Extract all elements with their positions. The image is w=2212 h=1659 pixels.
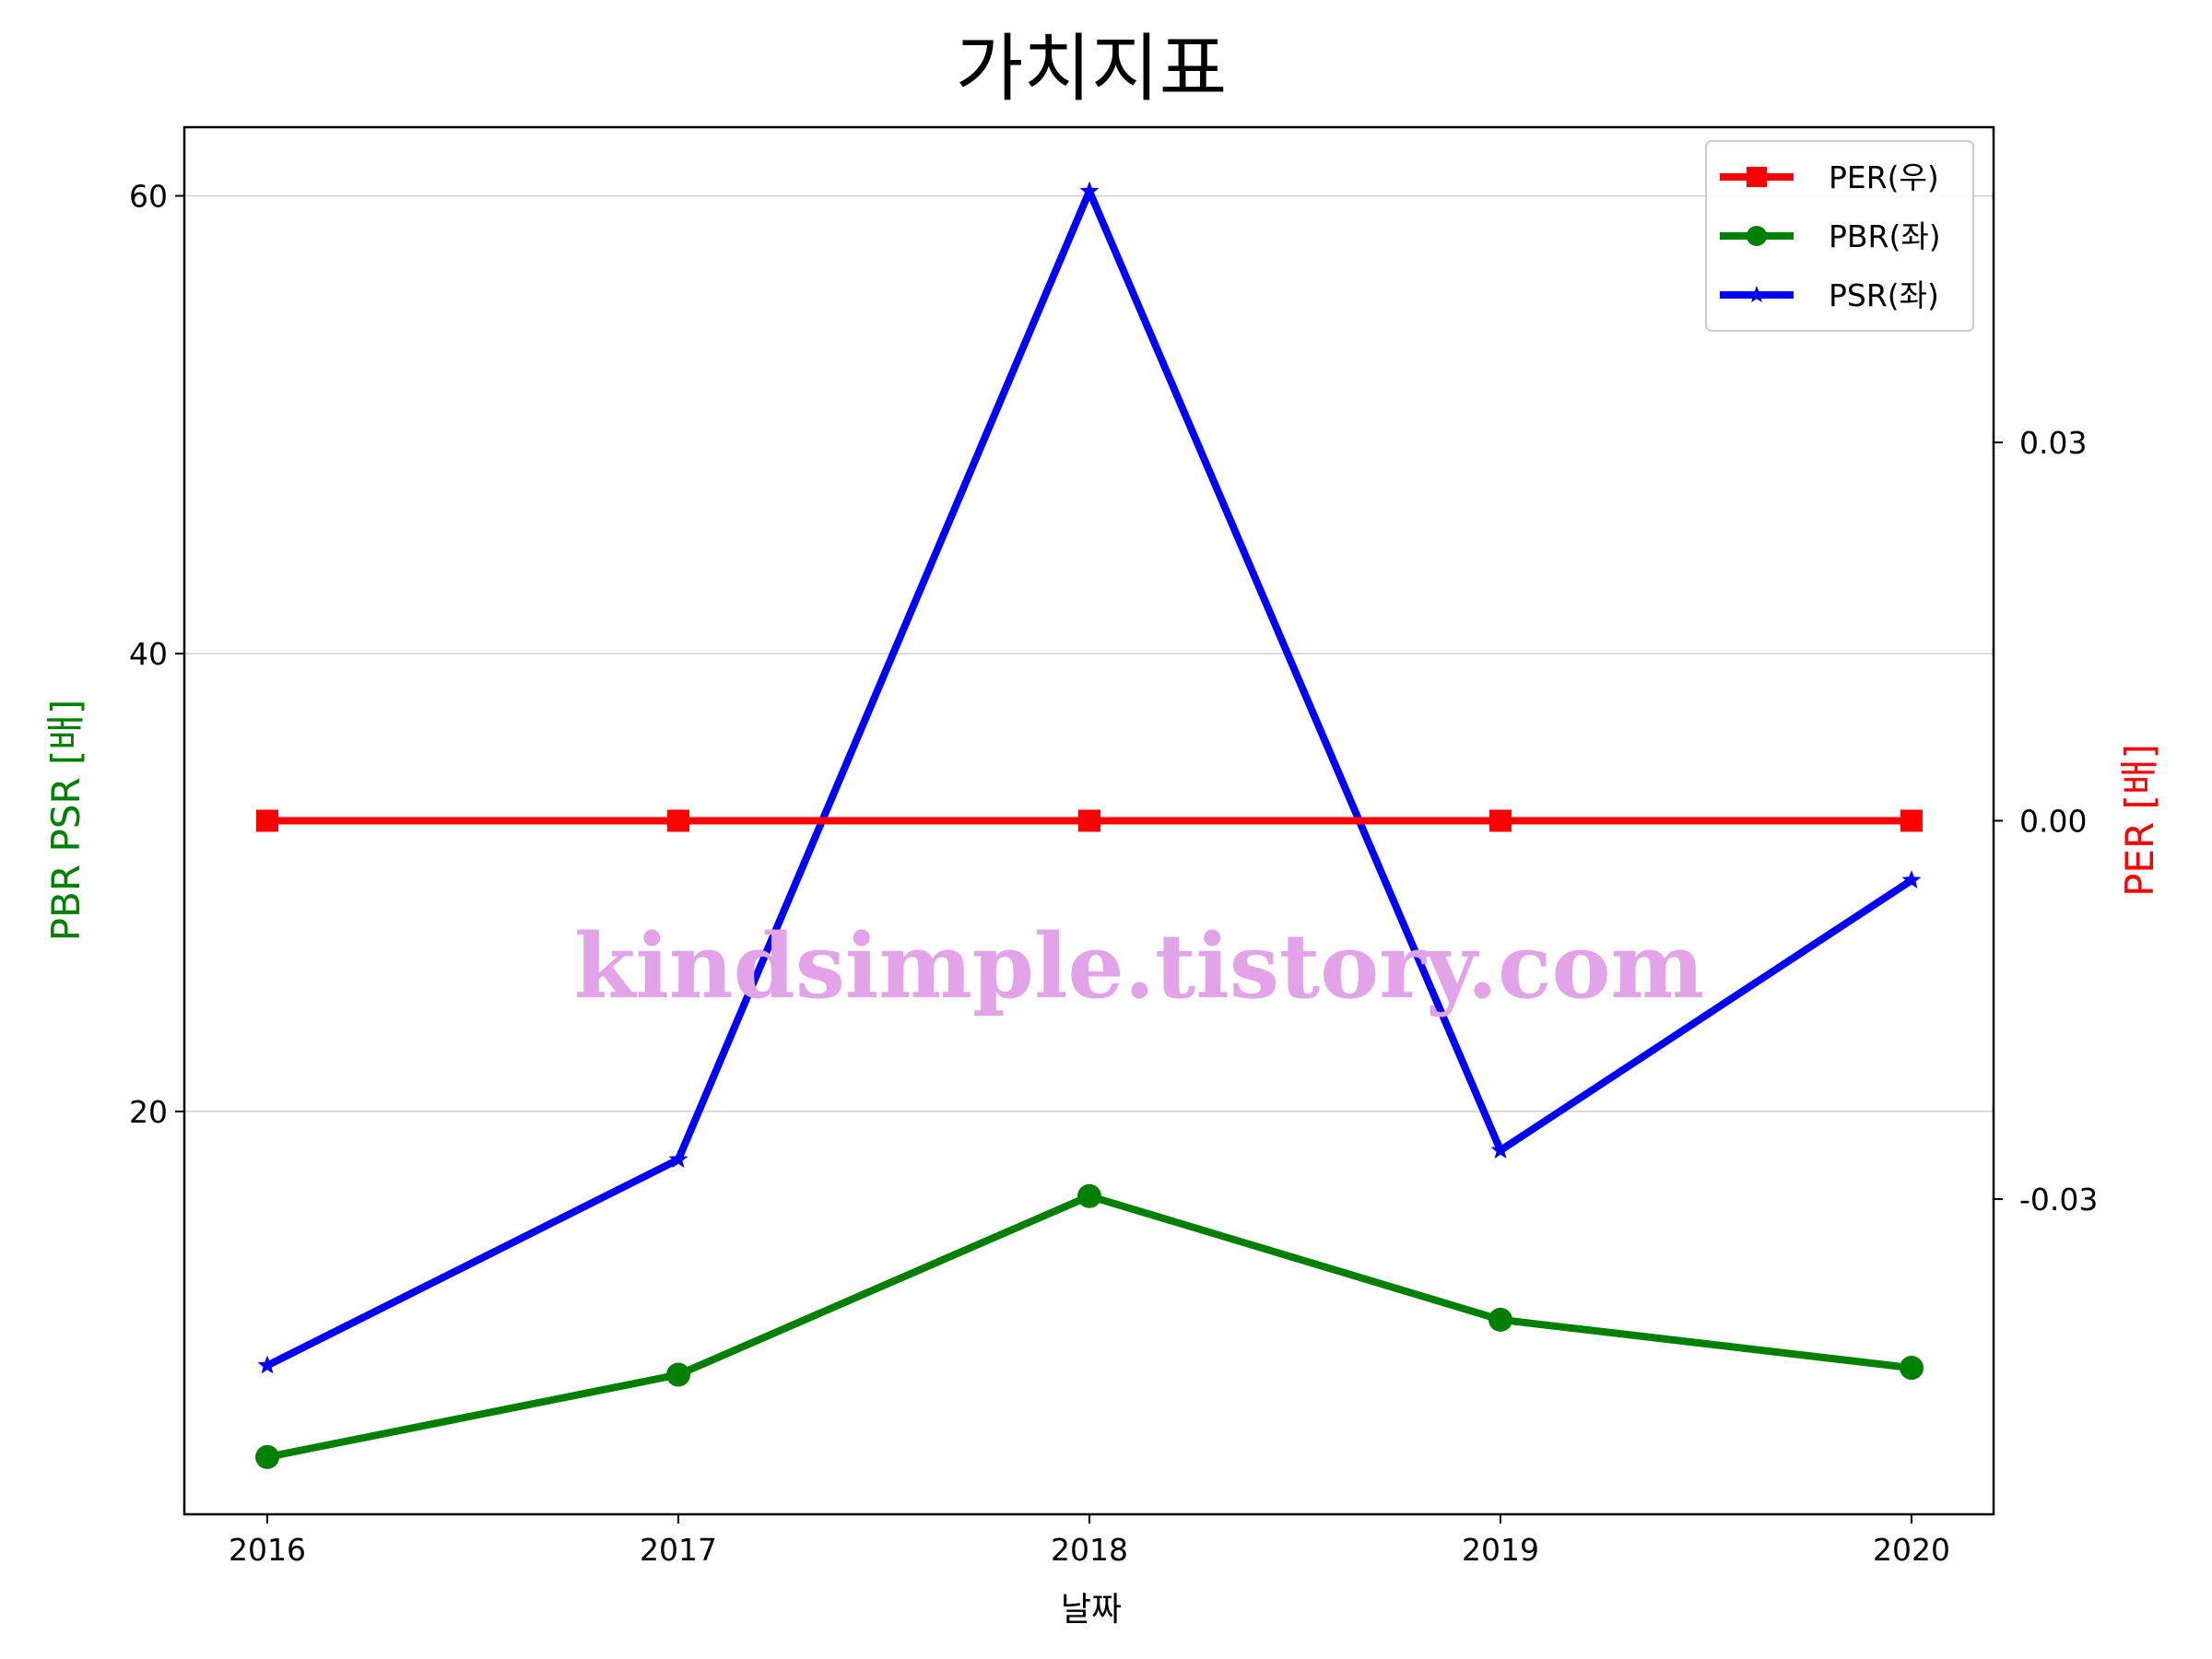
right-axis: -0.03 0.00 0.03: [1994, 425, 2098, 1218]
data-point: [668, 1149, 688, 1168]
chart-title: 가치지표: [956, 26, 1227, 112]
left-tick-label: 60: [129, 179, 168, 215]
legend: PER(우) PBR(좌) PSR(좌): [1705, 140, 1974, 332]
right-tick-label: 0.00: [2019, 804, 2087, 840]
series-PSR(좌): [257, 181, 1922, 1374]
legend-item: PBR(좌): [1720, 218, 1941, 254]
data-point: [257, 1355, 277, 1374]
x-tick-label: 2019: [1462, 1532, 1539, 1568]
left-tick-label: 40: [129, 636, 168, 672]
data-point: [1079, 181, 1100, 200]
data-point: [666, 1362, 690, 1387]
series-line: [266, 1192, 1912, 1461]
legend-item: PSR(좌): [1720, 277, 1939, 313]
data-point: [667, 809, 689, 832]
data-point: [1900, 1356, 1924, 1381]
x-tick-label: 2017: [640, 1532, 717, 1568]
legend-swatch-marker: [1747, 286, 1766, 303]
legend-item: PER(우): [1720, 159, 1939, 195]
x-axis: 2016 2017 2018 2019 2020: [229, 1514, 1950, 1568]
series-PBR(좌): [255, 1183, 1924, 1469]
legend-label: PBR(좌): [1829, 218, 1941, 254]
data-point: [1489, 809, 1512, 832]
watermark: kindsimple.tistory.com: [574, 914, 1704, 1018]
x-tick-label: 2020: [1873, 1532, 1950, 1568]
x-tick-label: 2018: [1051, 1532, 1128, 1568]
left-axis: 20 40 60: [129, 179, 184, 1130]
legend-label: PER(우): [1829, 159, 1939, 195]
legend-box: [1705, 140, 1974, 332]
legend-swatch-marker: [1747, 226, 1767, 246]
right-axis-label: PER [배]: [2117, 744, 2162, 897]
data-point: [1900, 809, 1923, 832]
series-PER(우): [256, 809, 1923, 832]
data-point: [256, 809, 278, 832]
right-tick-label: 0.03: [2019, 425, 2087, 461]
legend-label: PSR(좌): [1829, 277, 1939, 313]
left-tick-label: 20: [129, 1094, 168, 1130]
legend-swatch-marker: [1747, 167, 1767, 187]
data-point: [1490, 1140, 1511, 1159]
x-axis-label: 날짜: [1061, 1591, 1122, 1629]
data-point: [1901, 870, 1922, 888]
data-point: [1077, 1183, 1101, 1208]
left-axis-label: PBR PSR [배]: [43, 700, 88, 942]
right-tick-label: -0.03: [2019, 1182, 2098, 1218]
x-tick-label: 2016: [229, 1532, 306, 1568]
series-layer: [255, 181, 1924, 1469]
data-point: [1488, 1307, 1512, 1332]
data-point: [255, 1444, 279, 1469]
data-point: [1078, 809, 1100, 832]
